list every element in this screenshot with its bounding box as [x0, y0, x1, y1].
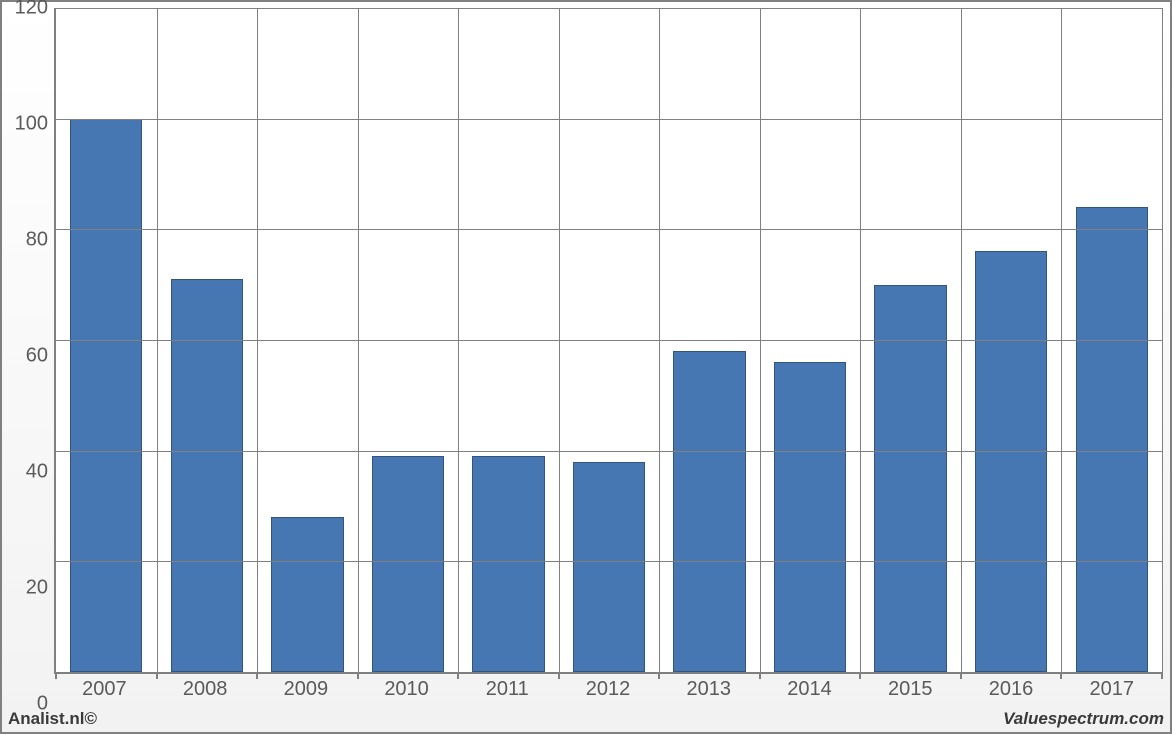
x-tick-label: 2012: [558, 674, 659, 704]
chart-body: 020406080100120 200720082009201020112012…: [10, 8, 1162, 704]
gridline-v: [257, 8, 258, 672]
gridline-h: [56, 8, 1162, 9]
x-tick-mark: [156, 672, 158, 679]
gridline-v: [358, 8, 359, 672]
gridline-h: [56, 340, 1162, 341]
y-tick-label: 0: [37, 693, 48, 716]
x-tick-mark: [960, 672, 962, 679]
bar: [171, 279, 243, 672]
bar: [70, 119, 142, 672]
plot-wrap: 2007200820092010201120122013201420152016…: [54, 8, 1162, 704]
x-tick-label: 2010: [356, 674, 457, 704]
x-tick-label: 2009: [255, 674, 356, 704]
gridline-v: [157, 8, 158, 672]
y-tick-label: 60: [26, 345, 48, 368]
x-tick-mark: [55, 672, 57, 679]
gridline-v: [1061, 8, 1062, 672]
bar: [271, 517, 343, 672]
bar: [673, 351, 745, 672]
chart-outer: 020406080100120 200720082009201020112012…: [2, 2, 1170, 708]
x-tick-mark: [1060, 672, 1062, 679]
bar: [372, 456, 444, 672]
y-tick-label: 40: [26, 461, 48, 484]
chart-footer: Analist.nl© Valuespectrum.com: [2, 708, 1170, 732]
x-tick-label: 2008: [155, 674, 256, 704]
bar: [1076, 207, 1148, 672]
gridline-v: [1162, 8, 1163, 672]
bar: [573, 462, 645, 672]
x-tick-mark: [357, 672, 359, 679]
plot-area: [54, 8, 1162, 674]
x-axis: 2007200820092010201120122013201420152016…: [54, 674, 1162, 704]
gridline-h: [56, 561, 1162, 562]
y-axis: 020406080100120: [10, 8, 54, 704]
x-tick-mark: [457, 672, 459, 679]
x-tick-label: 2007: [54, 674, 155, 704]
gridline-v: [458, 8, 459, 672]
gridline-h: [56, 451, 1162, 452]
chart-frame: 0 20 40 60 80 100 120 200720082009201020112012…: [0, 0, 1172, 734]
gridline-v: [860, 8, 861, 672]
x-tick-mark: [1161, 672, 1163, 679]
x-tick-mark: [759, 672, 761, 679]
x-tick-label: 2017: [1061, 674, 1162, 704]
gridline-v: [659, 8, 660, 672]
footer-left-credit: Analist.nl©: [8, 709, 97, 729]
bar: [975, 251, 1047, 672]
bar: [874, 285, 946, 672]
x-tick-mark: [658, 672, 660, 679]
y-tick-label: 120: [15, 0, 48, 20]
gridline-h: [56, 119, 1162, 120]
x-tick-mark: [256, 672, 258, 679]
gridline-v: [760, 8, 761, 672]
gridline-v: [961, 8, 962, 672]
gridline-v: [559, 8, 560, 672]
gridline-h: [56, 229, 1162, 230]
x-tick-label: 2015: [860, 674, 961, 704]
y-tick-label: 20: [26, 577, 48, 600]
x-tick-mark: [859, 672, 861, 679]
bar: [774, 362, 846, 672]
footer-right-credit: Valuespectrum.com: [1003, 709, 1164, 729]
y-tick-label: 80: [26, 229, 48, 252]
x-tick-label: 2011: [457, 674, 558, 704]
bar: [472, 456, 544, 672]
y-tick-label: 100: [15, 113, 48, 136]
x-tick-mark: [558, 672, 560, 679]
x-tick-label: 2014: [759, 674, 860, 704]
x-tick-label: 2016: [961, 674, 1062, 704]
x-tick-label: 2013: [658, 674, 759, 704]
